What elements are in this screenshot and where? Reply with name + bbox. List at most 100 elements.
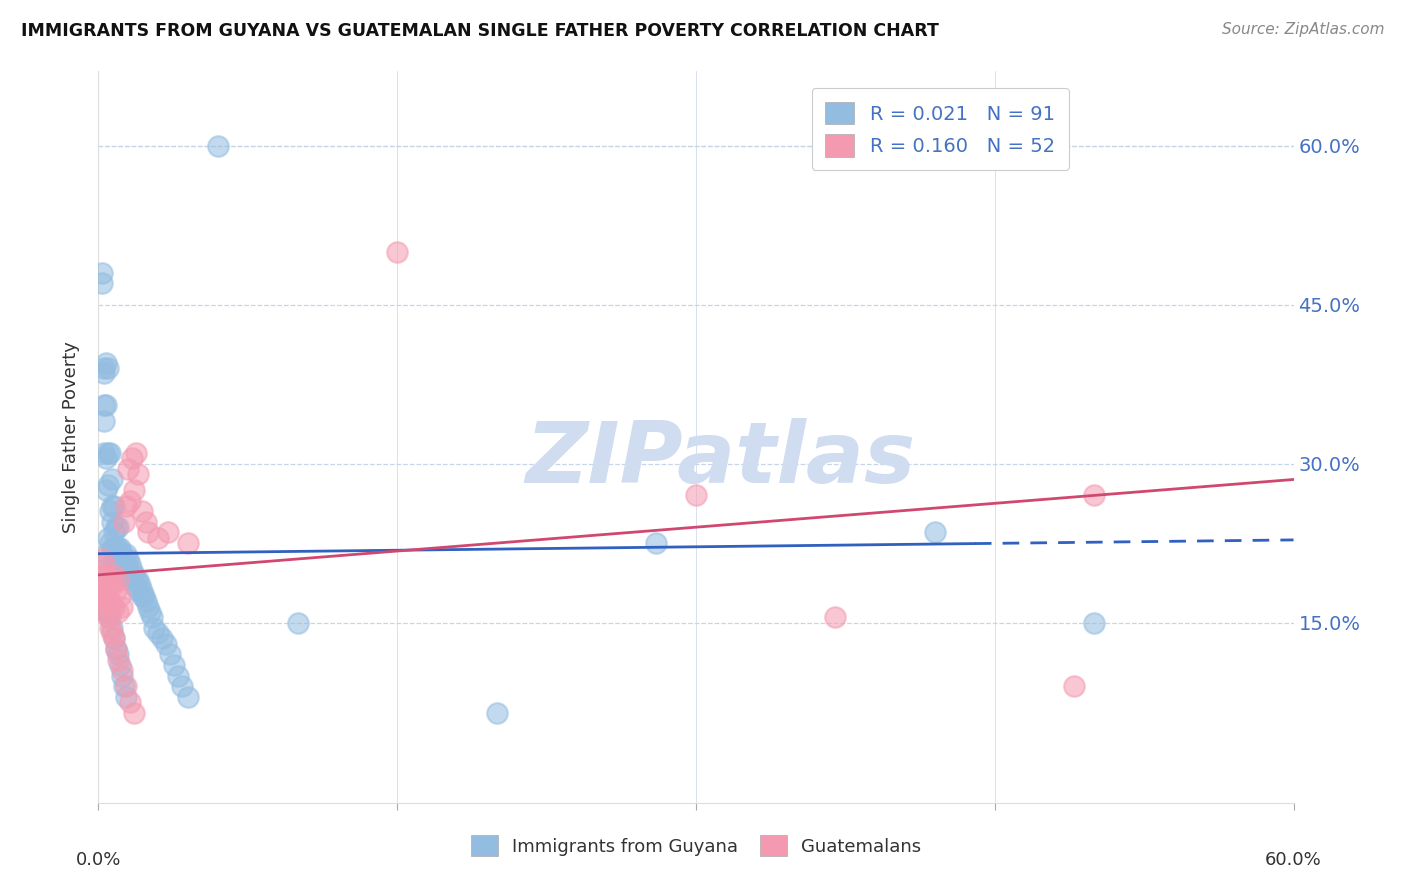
Point (96, 547, 118, 561)
Point (177, 536, 200, 550)
Point (91, 277, 114, 291)
Point (1083, 615, 1105, 630)
Point (136, 525, 159, 540)
Point (96, 605, 118, 619)
Point (96, 398, 118, 412)
Point (824, 610, 846, 624)
Point (385, 244, 409, 259)
Point (117, 552, 139, 566)
Point (124, 706, 146, 720)
Text: 0.0%: 0.0% (76, 850, 121, 869)
Point (98, 573, 122, 587)
Point (124, 483, 146, 497)
Point (98, 504, 122, 518)
Point (159, 648, 181, 662)
Point (115, 690, 138, 704)
Point (97, 477, 120, 491)
Point (93, 558, 115, 572)
Text: IMMIGRANTS FROM GUYANA VS GUATEMALAN SINGLE FATHER POVERTY CORRELATION CHART: IMMIGRANTS FROM GUYANA VS GUATEMALAN SIN… (21, 22, 939, 40)
Point (97, 578, 120, 592)
Point (96, 483, 118, 497)
Point (115, 499, 138, 513)
Point (97, 531, 120, 545)
Point (96, 356, 118, 370)
Point (115, 679, 138, 693)
Point (127, 573, 149, 587)
Point (121, 573, 143, 587)
Point (103, 632, 125, 646)
Point (127, 467, 149, 482)
Point (1063, 679, 1085, 693)
Point (117, 462, 139, 476)
Point (112, 679, 135, 693)
Point (117, 567, 139, 582)
Point (111, 547, 134, 561)
Point (107, 552, 129, 566)
Point (96, 589, 118, 603)
Point (135, 515, 157, 529)
Point (112, 515, 135, 529)
Point (115, 558, 138, 572)
Point (103, 499, 125, 513)
Point (150, 632, 173, 646)
Text: 60.0%: 60.0% (1265, 850, 1322, 869)
Point (101, 621, 124, 635)
Point (97, 594, 120, 608)
Point (105, 642, 128, 657)
Point (96, 567, 118, 582)
Point (134, 589, 156, 603)
Point (105, 541, 128, 556)
Point (93, 398, 115, 412)
Point (110, 589, 132, 603)
Point (120, 558, 142, 572)
Point (101, 626, 124, 640)
Point (96, 605, 118, 619)
Point (98, 446, 122, 460)
Point (98, 610, 122, 624)
Point (107, 541, 129, 556)
Point (139, 605, 162, 619)
Text: Source: ZipAtlas.com: Source: ZipAtlas.com (1222, 22, 1385, 37)
Point (91, 266, 114, 280)
Point (125, 446, 148, 460)
Point (97, 605, 120, 619)
Point (103, 525, 125, 540)
Point (101, 578, 124, 592)
Point (131, 504, 153, 518)
Point (148, 626, 170, 640)
Point (110, 658, 132, 673)
Point (115, 547, 138, 561)
Point (97, 610, 120, 624)
Point (105, 642, 128, 657)
Point (93, 446, 115, 460)
Point (148, 531, 170, 545)
Point (93, 578, 115, 592)
Point (485, 706, 508, 720)
Point (141, 610, 163, 624)
Point (103, 599, 125, 614)
Point (91, 594, 114, 608)
Point (101, 599, 124, 614)
Point (97, 446, 120, 460)
Point (110, 552, 132, 566)
Point (121, 451, 143, 466)
Point (93, 589, 115, 603)
Point (101, 499, 124, 513)
Point (101, 541, 124, 556)
Y-axis label: Single Father Poverty: Single Father Poverty (62, 341, 80, 533)
Point (103, 541, 125, 556)
Point (105, 552, 128, 566)
Point (645, 536, 668, 550)
Point (120, 695, 142, 709)
Point (107, 648, 129, 662)
Point (924, 525, 946, 540)
Point (103, 552, 125, 566)
Point (131, 589, 153, 603)
Point (125, 573, 148, 587)
Point (97, 361, 120, 376)
Point (103, 632, 125, 646)
Point (103, 567, 125, 582)
Point (685, 488, 707, 502)
Legend: Immigrants from Guyana, Guatemalans: Immigrants from Guyana, Guatemalans (460, 824, 932, 867)
Point (111, 668, 134, 682)
